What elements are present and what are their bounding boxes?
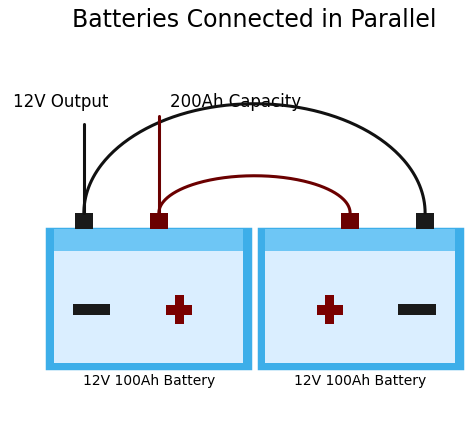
Bar — [74, 213, 93, 229]
Text: Batteries Connected in Parallel: Batteries Connected in Parallel — [72, 8, 437, 32]
Bar — [73, 304, 110, 314]
Text: 12V 100Ah Battery: 12V 100Ah Battery — [294, 374, 427, 388]
Text: 12V 100Ah Battery: 12V 100Ah Battery — [82, 374, 215, 388]
Bar — [166, 305, 192, 314]
Text: 200Ah Capacity: 200Ah Capacity — [170, 93, 301, 111]
Bar — [265, 249, 455, 363]
Bar — [317, 305, 343, 314]
Bar — [326, 295, 334, 324]
Bar — [265, 229, 455, 251]
Bar — [399, 304, 436, 314]
Text: 12V Output: 12V Output — [13, 93, 108, 111]
Bar — [416, 213, 434, 229]
Bar — [175, 295, 183, 324]
Bar — [54, 229, 244, 251]
Bar — [341, 213, 359, 229]
Bar — [150, 213, 168, 229]
Bar — [54, 249, 244, 363]
Bar — [47, 229, 250, 368]
Bar — [259, 229, 462, 368]
